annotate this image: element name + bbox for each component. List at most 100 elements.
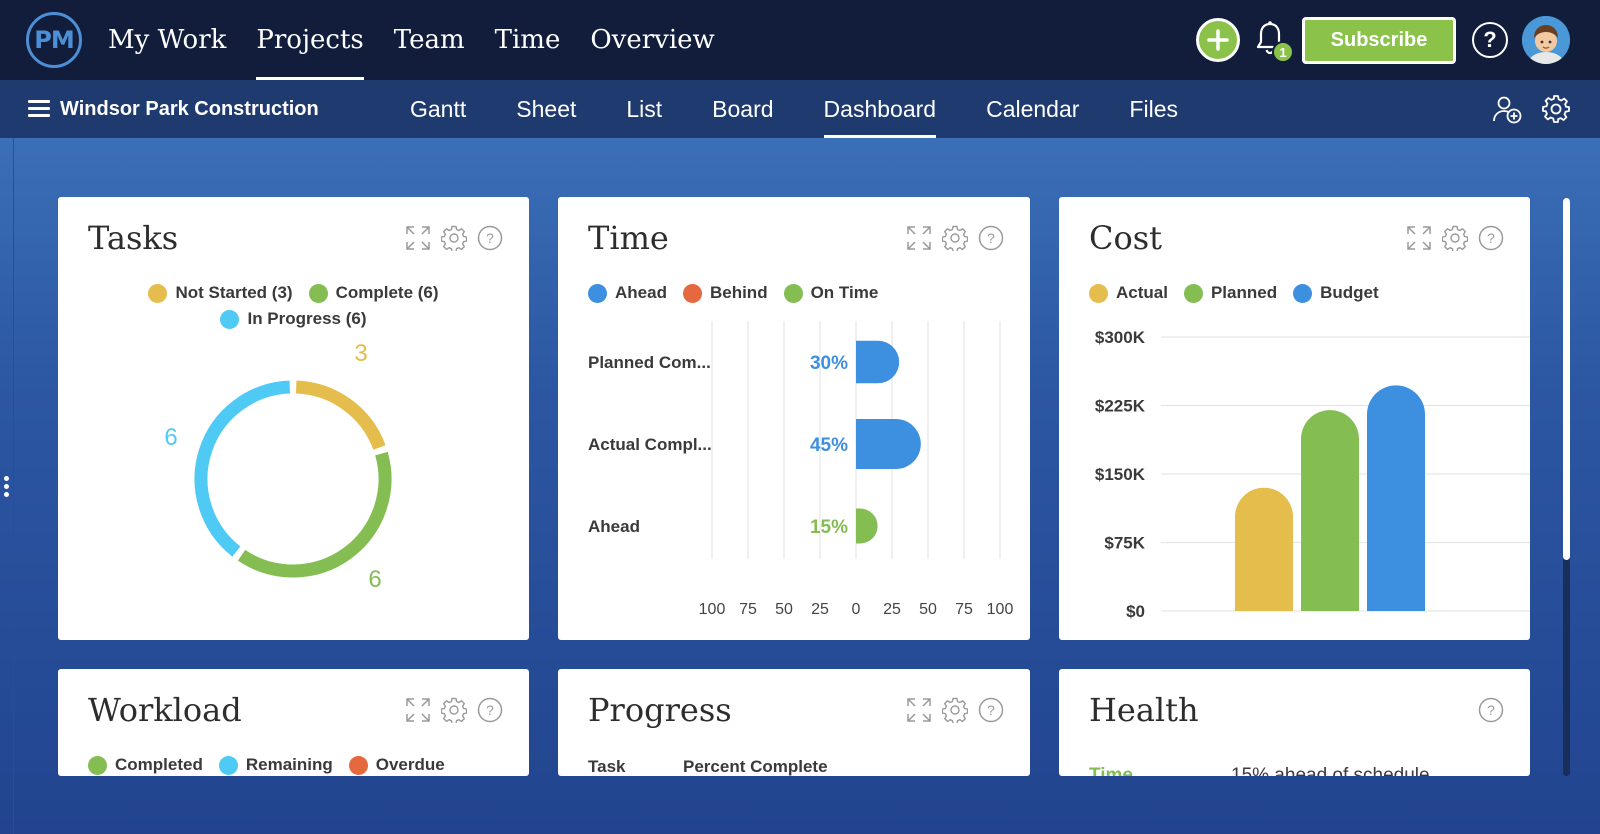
plus-icon	[1207, 29, 1229, 51]
project-name[interactable]: Windsor Park Construction	[60, 98, 319, 120]
donut-slice-in-progress[interactable]	[194, 380, 291, 557]
bar-planned[interactable]	[1301, 410, 1359, 611]
nav-projects[interactable]: Projects	[256, 0, 365, 80]
tab-board[interactable]: Board	[712, 96, 774, 122]
svg-text:?: ?	[486, 702, 494, 718]
legend-item-planned[interactable]: Planned	[1183, 283, 1277, 303]
side-panel-handle[interactable]	[4, 476, 9, 500]
legend-item-remaining[interactable]: Remaining	[218, 755, 333, 775]
progress-card: Progress ? Task Percent Complete	[558, 669, 1030, 776]
bar-ahead[interactable]	[856, 508, 878, 544]
help-icon[interactable]: ?	[978, 225, 1004, 251]
legend-item-ahead[interactable]: Ahead	[588, 283, 667, 303]
y-tick-label: $300K	[1095, 328, 1146, 347]
expand-icon[interactable]	[906, 225, 932, 251]
expand-icon[interactable]	[906, 697, 932, 723]
legend-swatch	[218, 755, 238, 775]
left-rail	[0, 138, 14, 834]
donut-slice-complete[interactable]	[237, 451, 392, 578]
x-tick-label: 25	[811, 601, 829, 618]
cost-legend: Actual Planned Budget	[1081, 283, 1387, 309]
help-icon[interactable]: ?	[1478, 225, 1504, 251]
menu-icon[interactable]	[28, 100, 50, 118]
svg-text:?: ?	[987, 702, 995, 718]
help-icon[interactable]: ?	[978, 697, 1004, 723]
bar-actual-compl[interactable]	[856, 419, 921, 469]
legend-swatch	[220, 309, 240, 329]
cost-card: Cost ? Actual Planned Budget $0 $75K $150K $2…	[1059, 197, 1530, 640]
nav-time[interactable]: Time	[494, 25, 561, 55]
bar-budget[interactable]	[1367, 385, 1425, 611]
bar-value-label: 45%	[810, 435, 848, 456]
legend-item-actual[interactable]: Actual	[1089, 283, 1168, 303]
x-tick-label: 100	[699, 601, 726, 618]
legend-label: Overdue	[375, 755, 445, 774]
help-icon[interactable]: ?	[1478, 697, 1504, 723]
legend-item-behind[interactable]: Behind	[682, 283, 768, 303]
nav-my-work[interactable]: My Work	[108, 25, 227, 55]
time-bar-chart: 100 75 50 25 0 25 50 75 100 Planned Com... 30% Actu…	[588, 321, 1013, 618]
pm-logo[interactable]: PM	[26, 12, 82, 68]
tab-dashboard[interactable]: Dashboard	[823, 80, 936, 138]
card-tools: ?	[906, 697, 1004, 723]
health-tools: ?	[1478, 697, 1504, 723]
help-icon[interactable]: ?	[477, 225, 503, 251]
bar-actual[interactable]	[1235, 487, 1293, 611]
column-header-percent-complete[interactable]: Percent Complete	[683, 757, 828, 776]
expand-icon[interactable]	[1406, 225, 1432, 251]
time-card: Time ? Ahead Behind On Time 100 75 50 25 0 25 50…	[558, 197, 1030, 640]
legend-item-overdue[interactable]: Overdue	[348, 755, 445, 775]
slice-value-label: 6	[368, 566, 381, 593]
avatar-icon	[1522, 16, 1570, 64]
legend-swatch	[1183, 283, 1203, 303]
add-user-icon[interactable]	[1492, 94, 1522, 124]
tab-gantt[interactable]: Gantt	[410, 96, 467, 122]
legend-item-budget[interactable]: Budget	[1293, 283, 1379, 303]
legend-swatch	[588, 283, 607, 303]
bar-value-label: 15%	[810, 517, 848, 538]
tab-files[interactable]: Files	[1129, 96, 1178, 122]
bar-planned-com[interactable]	[856, 340, 900, 384]
scrollbar-thumb[interactable]	[1563, 198, 1570, 560]
settings-gear-icon[interactable]	[1541, 94, 1571, 124]
column-header-task[interactable]: Task	[588, 757, 626, 776]
card-tools: ?	[1406, 225, 1504, 251]
help-button[interactable]: ?	[1472, 22, 1508, 58]
nav-overview[interactable]: Overview	[590, 25, 715, 55]
x-tick-label: 50	[775, 601, 793, 618]
expand-icon[interactable]	[405, 697, 431, 723]
card-title: Time	[588, 219, 669, 257]
legend-label: Ahead	[615, 283, 667, 302]
gear-icon[interactable]	[441, 225, 467, 251]
donut-slice-not-started[interactable]	[295, 380, 386, 450]
tab-calendar[interactable]: Calendar	[986, 96, 1080, 122]
tasks-donut-chart: 3 6 6	[164, 340, 392, 593]
legend-item-in-progress-6[interactable]: In Progress (6)	[220, 309, 367, 329]
nav-team[interactable]: Team	[393, 25, 465, 55]
legend-item-completed[interactable]: Completed	[88, 755, 203, 775]
gear-icon[interactable]	[441, 697, 467, 723]
user-avatar[interactable]	[1522, 16, 1570, 64]
tasks-card: Tasks ? Not Started (3) Complete (6) In Pr…	[58, 197, 529, 640]
x-tick-label: 25	[883, 601, 901, 618]
card-tools: ?	[906, 225, 1004, 251]
gear-icon[interactable]	[1442, 225, 1468, 251]
tab-sheet[interactable]: Sheet	[516, 96, 577, 122]
legend-item-on-time[interactable]: On Time	[783, 283, 878, 303]
card-title: Cost	[1089, 219, 1163, 257]
health-row-value: 15% ahead of schedule	[1231, 765, 1430, 776]
card-tools: ?	[405, 697, 503, 723]
gear-icon[interactable]	[942, 697, 968, 723]
legend-item-not-started-3[interactable]: Not Started (3)	[148, 283, 293, 303]
svg-text:?: ?	[486, 230, 494, 246]
subscribe-button[interactable]: Subscribe	[1302, 17, 1456, 64]
gear-icon[interactable]	[942, 225, 968, 251]
legend-item-complete-6[interactable]: Complete (6)	[308, 283, 439, 303]
card-title: Health	[1089, 691, 1199, 729]
add-new-button[interactable]	[1196, 18, 1240, 62]
help-icon[interactable]: ?	[477, 697, 503, 723]
x-tick-label: 75	[739, 601, 757, 618]
tab-list[interactable]: List	[626, 96, 663, 122]
expand-icon[interactable]	[405, 225, 431, 251]
health-card: Health ? Time 15% ahead of schedule	[1059, 669, 1530, 776]
